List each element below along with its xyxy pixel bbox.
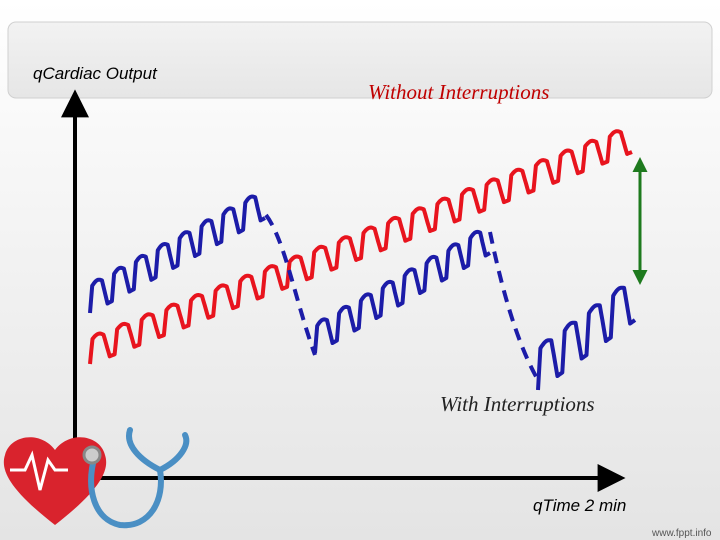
curves [88, 129, 637, 391]
footer: www.fppt.info [651, 528, 712, 539]
with-label: With Interruptions [440, 392, 595, 416]
with-drop [264, 213, 317, 356]
header-bar [7, 21, 713, 99]
with-curve [313, 229, 491, 354]
title: qCardiac Output [33, 64, 158, 83]
with-curve [536, 285, 637, 391]
x-axis-label: qTime 2 min [533, 496, 626, 515]
stethoscope-icon [82, 427, 190, 529]
without-label: Without Interruptions [368, 80, 549, 104]
without-curve [88, 129, 633, 365]
with-curve [88, 194, 266, 314]
heart-icon [3, 437, 107, 525]
